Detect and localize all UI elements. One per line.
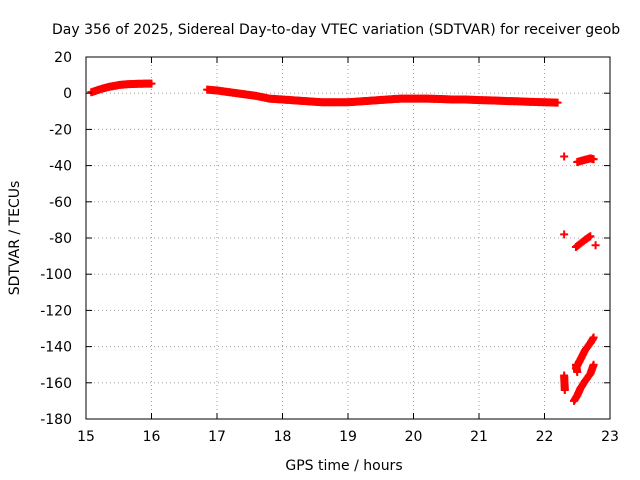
data-point	[589, 155, 598, 164]
chart-title: Day 356 of 2025, Sidereal Day-to-day VTE…	[52, 22, 620, 38]
y-tick-label: -120	[40, 303, 72, 319]
data-point	[589, 333, 598, 342]
data-segment	[569, 360, 598, 405]
data-point	[591, 241, 600, 250]
y-tick-label: -100	[40, 267, 72, 283]
data-segment	[560, 371, 569, 395]
y-tick-label: 0	[63, 86, 72, 102]
data-segment	[571, 360, 582, 376]
grid-lines	[86, 57, 610, 419]
y-tick-label: -180	[40, 412, 72, 428]
data-segment	[591, 241, 600, 250]
data-segment	[560, 152, 569, 161]
x-tick-label: 23	[601, 429, 619, 445]
y-axis-label: SDTVAR / TECUs	[7, 181, 23, 296]
data-point	[560, 230, 569, 239]
y-tick-label: -20	[49, 122, 72, 138]
y-tick-label: -40	[49, 159, 72, 175]
data-point	[147, 79, 156, 88]
x-tick-label: 20	[405, 429, 423, 445]
x-tick-label: 22	[536, 429, 554, 445]
data-segment	[203, 85, 562, 107]
data-point	[586, 232, 595, 241]
data-segment	[87, 79, 156, 97]
y-tick-label: -160	[40, 376, 72, 392]
x-tick-label: 19	[339, 429, 357, 445]
y-tick-label: -80	[49, 231, 72, 247]
axis-ticks: 15 16 17 18 19 20 21 22 23 20 0 -20 -40 -60 -80 -100 -12…	[40, 50, 619, 445]
data-segment	[560, 230, 569, 239]
y-tick-label: 20	[54, 50, 72, 66]
data-point	[553, 98, 562, 107]
x-tick-label: 17	[208, 429, 226, 445]
x-tick-label: 18	[274, 429, 292, 445]
data-point	[573, 367, 582, 376]
data-point	[560, 152, 569, 161]
x-tick-label: 21	[470, 429, 488, 445]
data-point	[560, 386, 569, 395]
data-point	[589, 360, 598, 369]
x-tick-label: 15	[77, 429, 95, 445]
x-tick-label: 16	[143, 429, 161, 445]
y-tick-label: -140	[40, 340, 72, 356]
data-segment	[573, 154, 598, 166]
y-tick-label: -60	[49, 195, 72, 211]
data-points	[87, 79, 600, 405]
x-axis-label: GPS time / hours	[285, 458, 402, 474]
data-segment	[571, 232, 595, 252]
